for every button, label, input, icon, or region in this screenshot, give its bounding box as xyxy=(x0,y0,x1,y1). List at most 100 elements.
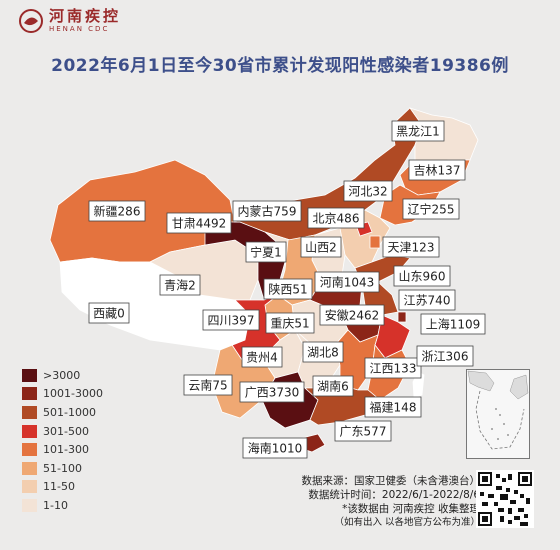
label-box-bg xyxy=(242,437,308,459)
province-label: 西藏0 xyxy=(93,307,125,321)
legend-row: >3000 xyxy=(22,366,103,385)
province-label: 安徽2462 xyxy=(325,308,380,323)
province-label: 宁夏1 xyxy=(250,245,282,260)
source-line-1: 数据来源：国家卫健委（未含港澳台） xyxy=(301,475,481,487)
label-box-bg xyxy=(88,200,146,222)
south-china-sea-inset xyxy=(466,369,530,459)
label-box-bg xyxy=(159,274,201,296)
label-box-18: 江西133 xyxy=(364,357,422,379)
legend-label: >3000 xyxy=(43,368,81,382)
province-label: 山西2 xyxy=(305,241,337,255)
legend-label: 301-500 xyxy=(43,424,89,438)
qr-code-icon xyxy=(476,470,534,528)
label-box-11: 云南75 xyxy=(183,374,233,396)
legend-row: 501-1000 xyxy=(22,403,103,422)
label-box-bg xyxy=(300,236,342,258)
legend-row: 301-500 xyxy=(22,422,103,441)
label-box-bg xyxy=(408,159,466,181)
province-label: 江苏740 xyxy=(404,294,451,308)
legend-label: 501-1000 xyxy=(43,405,96,419)
label-box-20: 上海1109 xyxy=(420,313,486,335)
label-box-19: 浙江306 xyxy=(416,345,474,367)
legend-swatch xyxy=(22,424,37,438)
province-label: 贵州4 xyxy=(246,351,278,365)
source-line-3: *该数据由 河南疾控 收集整理 xyxy=(342,503,480,515)
legend-label: 1001-3000 xyxy=(43,387,103,401)
legend-swatch xyxy=(22,443,37,457)
legend-row: 11-50 xyxy=(22,478,103,497)
label-box-bg xyxy=(398,289,456,311)
label-box-bg xyxy=(312,375,354,397)
label-box-12: 广西3730 xyxy=(239,381,305,403)
label-box-bg xyxy=(232,200,302,222)
province-label: 广东577 xyxy=(340,425,387,439)
label-box-29: 吉林137 xyxy=(408,159,466,181)
province-label: 上海1109 xyxy=(426,317,481,332)
province-label: 河南1043 xyxy=(320,275,375,290)
henan-cdc-logo: 河南疾控 HENAN CDC xyxy=(18,8,121,34)
province-label: 山东960 xyxy=(399,270,446,284)
province-label: 河北32 xyxy=(348,185,387,199)
legend-swatch xyxy=(22,461,37,475)
province-label: 陕西51 xyxy=(268,282,307,297)
label-box-bg xyxy=(263,278,313,300)
label-box-9: 重庆51 xyxy=(265,312,315,334)
label-box-27: 河北32 xyxy=(343,180,393,202)
label-box-bg xyxy=(343,180,393,202)
source-line-2: 数据统计时间：2022/6/1-2022/8/6 xyxy=(308,489,480,501)
legend-row: 1-10 xyxy=(22,496,103,515)
label-box-7: 山西2 xyxy=(300,236,342,258)
province-label: 浙江306 xyxy=(422,350,469,364)
province-label: 新疆286 xyxy=(94,204,141,219)
label-box-30: 黑龙江1 xyxy=(391,120,445,142)
province-label: 重庆51 xyxy=(270,317,309,331)
label-box-14: 湖北8 xyxy=(302,341,344,363)
label-box-0: 新疆286 xyxy=(88,200,146,222)
province-tianjin xyxy=(369,235,381,249)
label-box-8: 四川397 xyxy=(202,309,260,331)
data-source-note: 数据来源：国家卫健委（未含港澳台） 数据统计时间：2022/6/1-2022/8… xyxy=(270,474,481,530)
province-label: 江西133 xyxy=(370,362,417,376)
province-label: 辽宁255 xyxy=(408,202,455,217)
label-box-10: 贵州4 xyxy=(241,346,283,368)
province-label: 甘肃4492 xyxy=(172,217,227,231)
province-label: 云南75 xyxy=(188,378,227,393)
label-box-bg xyxy=(319,304,385,326)
page-title: 2022年6月1日至今30省市累计发现阳性感染者19386例 xyxy=(51,56,509,76)
label-box-3: 甘肃4492 xyxy=(166,212,232,234)
legend-swatch xyxy=(22,368,37,382)
legend-label: 11-50 xyxy=(43,480,75,494)
label-box-bg xyxy=(364,396,422,418)
label-box-5: 宁夏1 xyxy=(245,241,287,263)
province-label: 内蒙古759 xyxy=(238,204,297,219)
label-box-bg xyxy=(334,420,392,442)
label-box-22: 安徽2462 xyxy=(319,304,385,326)
province-label: 黑龙江1 xyxy=(396,125,440,139)
label-box-bg xyxy=(88,302,130,324)
province-label: 湖南6 xyxy=(317,379,349,394)
label-box-25: 北京486 xyxy=(307,207,365,229)
province-label: 吉林137 xyxy=(414,164,461,178)
label-box-17: 福建148 xyxy=(364,396,422,418)
label-box-bg xyxy=(416,345,474,367)
province-label: 青海2 xyxy=(164,278,196,293)
label-box-bg xyxy=(202,309,260,331)
label-box-bg xyxy=(239,381,305,403)
label-box-26: 天津123 xyxy=(382,236,440,258)
legend-row: 1001-3000 xyxy=(22,385,103,404)
label-box-bg xyxy=(245,241,287,263)
label-box-28: 辽宁255 xyxy=(402,198,460,220)
legend-swatch xyxy=(22,498,37,512)
label-box-15: 湖南6 xyxy=(312,375,354,397)
label-box-21: 江苏740 xyxy=(398,289,456,311)
province-taiwan xyxy=(412,371,425,399)
label-box-1: 西藏0 xyxy=(88,302,130,324)
legend-swatch xyxy=(22,387,37,401)
label-box-bg xyxy=(314,271,380,293)
legend-swatch xyxy=(22,480,37,494)
label-box-bg xyxy=(364,357,422,379)
legend-label: 101-300 xyxy=(43,443,89,457)
color-legend: >3000 1001-3000 501-1000 301-500 101-300 51-1… xyxy=(22,366,103,515)
